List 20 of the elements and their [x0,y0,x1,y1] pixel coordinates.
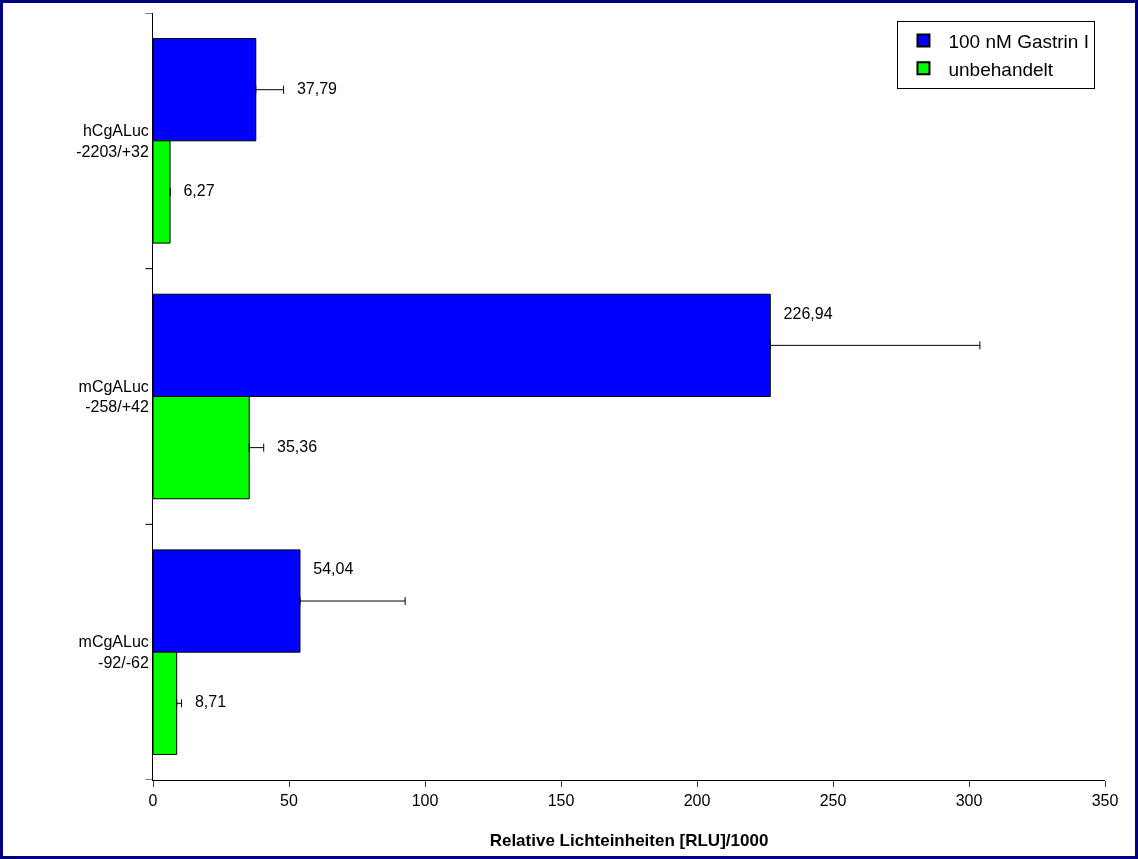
data-label: 37,79 [283,79,338,97]
y-tick-label: hCgALuc -2203/+32 [76,122,149,160]
x-tick-label: 200 [683,792,711,810]
y-tick-label: mCgALuc -92/-62 [78,633,149,672]
x-tick-label: 50 [280,792,298,810]
x-axis-title: Relative Lichteinheiten [RLU]/1000 [489,830,769,850]
x-tick-label: 150 [547,792,575,810]
x-tick-label: 100 [411,792,439,810]
x-tick-label: 300 [955,792,983,810]
x-tick-label: 350 [1091,792,1119,810]
data-label: 6,27 [170,181,215,199]
data-label: 54,04 [299,560,354,578]
data-label: 35,36 [263,437,318,455]
x-tick-label: 0 [148,792,158,810]
legend-label: 100 nM Gastrin I [948,30,1089,52]
legend-label: unbehandelt [948,58,1054,80]
data-label: 226,94 [770,304,833,322]
x-tick-label: 250 [819,792,847,810]
data-label: 8,71 [181,693,227,711]
y-tick-label: mCgALuc -258/+42 [78,377,149,416]
